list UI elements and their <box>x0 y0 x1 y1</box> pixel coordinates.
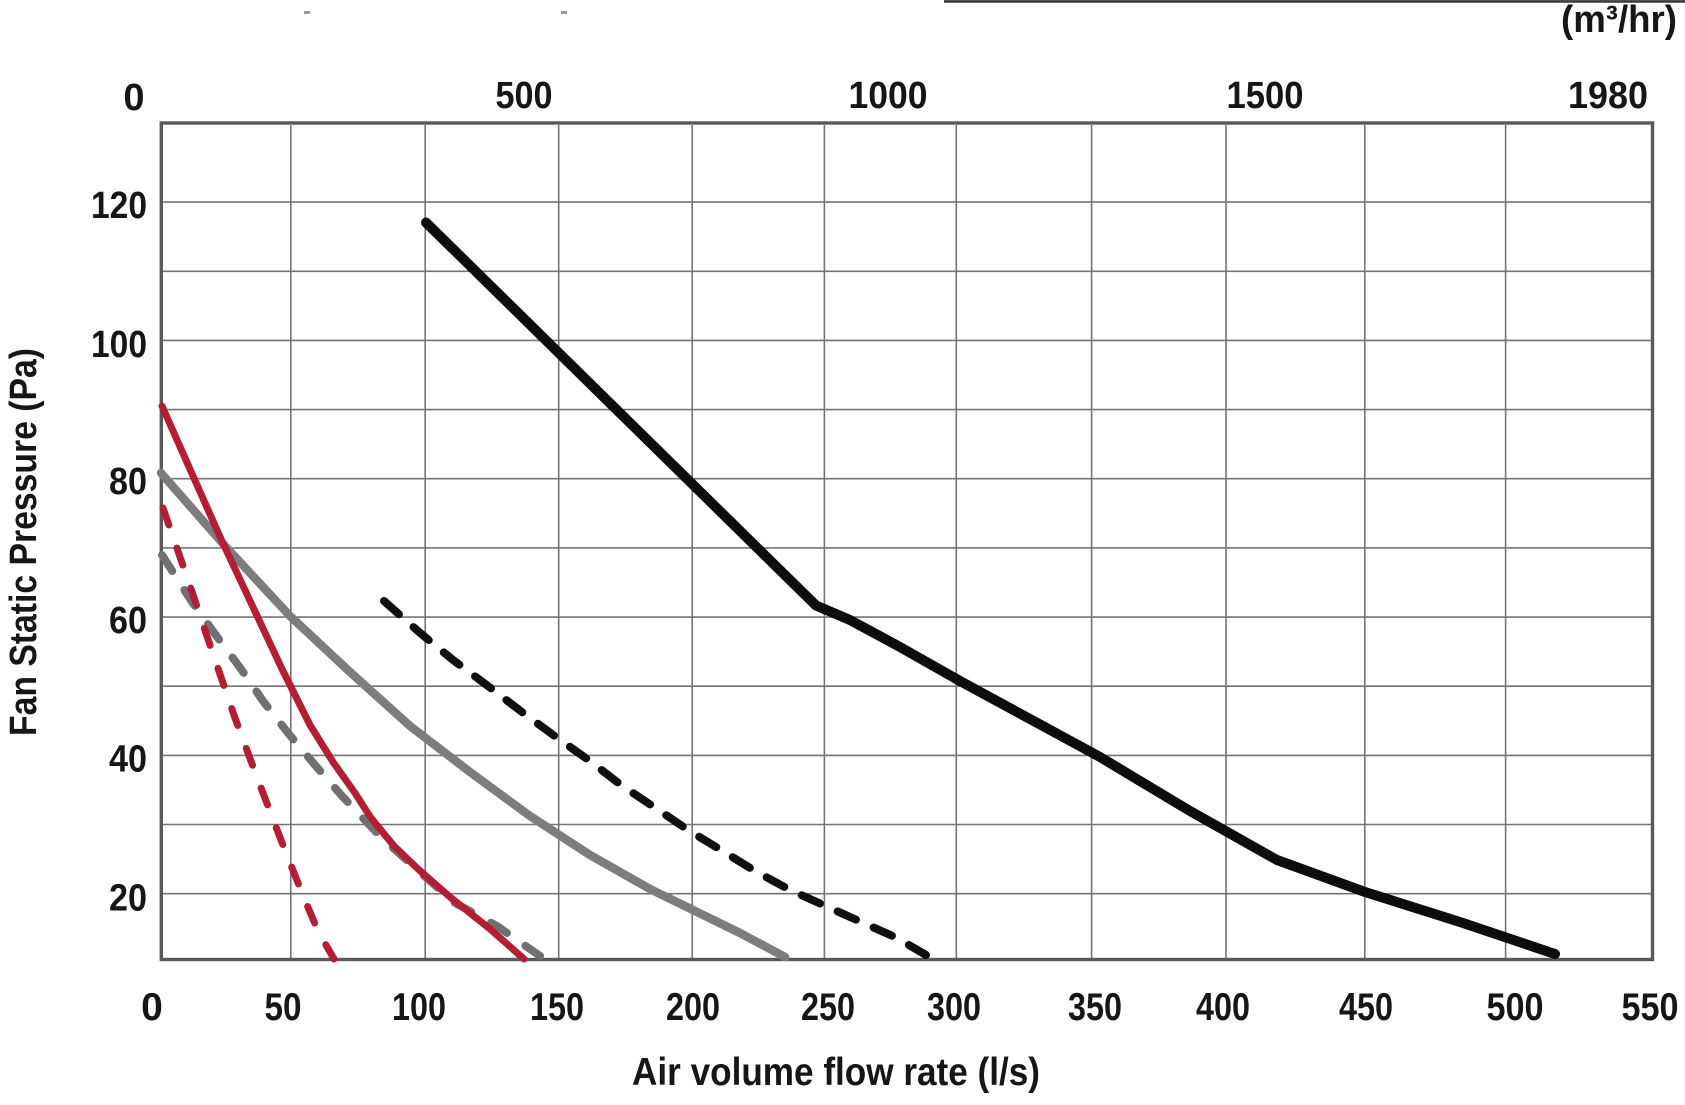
svg-text:60: 60 <box>109 600 147 642</box>
svg-text:1500: 1500 <box>1227 75 1304 117</box>
svg-text:80: 80 <box>109 461 147 503</box>
svg-text:40: 40 <box>109 738 147 780</box>
svg-text:100: 100 <box>392 986 446 1029</box>
svg-text:150: 150 <box>530 986 584 1029</box>
svg-text:0: 0 <box>123 77 144 119</box>
svg-text:300: 300 <box>927 986 981 1029</box>
svg-text:(m³/hr): (m³/hr) <box>1561 0 1677 41</box>
svg-text:500: 500 <box>1487 986 1544 1029</box>
svg-text:450: 450 <box>1339 986 1393 1029</box>
svg-text:500: 500 <box>496 75 553 117</box>
svg-text:1980: 1980 <box>1568 75 1648 117</box>
svg-text:Air volume flow rate (l/s): Air volume flow rate (l/s) <box>632 1051 1040 1094</box>
svg-text:200: 200 <box>666 986 720 1029</box>
svg-text:20: 20 <box>109 878 147 920</box>
svg-text:50: 50 <box>265 986 302 1029</box>
svg-text:400: 400 <box>1196 986 1250 1029</box>
svg-text:0: 0 <box>141 986 163 1029</box>
svg-text:100: 100 <box>91 324 147 366</box>
svg-text:550: 550 <box>1622 986 1679 1029</box>
svg-text:1000: 1000 <box>849 75 928 117</box>
svg-text:Fan Static Pressure (Pa): Fan Static Pressure (Pa) <box>3 348 45 736</box>
svg-text:120: 120 <box>91 185 147 227</box>
svg-text:250: 250 <box>801 986 855 1029</box>
svg-text:350: 350 <box>1068 986 1122 1029</box>
